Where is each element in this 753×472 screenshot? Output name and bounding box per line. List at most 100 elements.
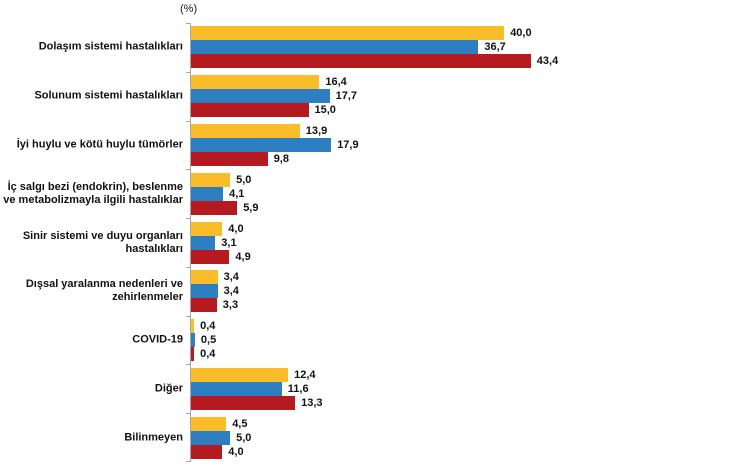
category-label: Sinir sistemi ve duyu organları hastalık… (22, 229, 183, 255)
value-label: 17,9 (337, 138, 359, 151)
bar-line: 3,1 (191, 235, 753, 250)
bar-series-red (191, 103, 309, 118)
bar-series-blue (191, 235, 216, 250)
axis-tick (186, 316, 191, 317)
axis-tick (186, 121, 191, 122)
bar-line: 3,4 (191, 270, 753, 285)
bar-line: 0,4 (191, 319, 753, 334)
bar-line: 5,9 (191, 200, 753, 215)
bar-series-blue (191, 186, 224, 201)
bar-line: 13,9 (191, 123, 753, 138)
bar-series-blue (191, 284, 218, 299)
bar-series-red (191, 54, 531, 69)
category-row: İç salgı bezi (endokrin), beslenme ve me… (3, 169, 753, 218)
axis-tick (186, 413, 191, 414)
bar-series-yellow (191, 416, 227, 431)
axis-tick (186, 461, 191, 462)
bar-line: 3,4 (191, 284, 753, 299)
value-label: 13,9 (305, 124, 328, 137)
value-label: 17,7 (335, 90, 358, 103)
bar-line: 12,4 (191, 367, 753, 382)
axis-unit-label: (%) (180, 3, 198, 15)
bar-series-red (191, 298, 217, 313)
axis-tick (186, 267, 191, 268)
category-row: İyi huylu ve kötü huylu tümörler 13,9 17,9… (17, 121, 753, 170)
category-label: İç salgı bezi (endokrin), beslenme ve me… (3, 180, 183, 206)
value-label: 3,4 (223, 285, 239, 298)
bar-line: 40,0 (191, 26, 753, 41)
bar-series-red (191, 347, 195, 362)
bar-line: 13,3 (191, 395, 753, 410)
category-row: Dolaşım sistemi hastalıkları 40,0 36,7 43,4 (39, 23, 753, 72)
category-label: İyi huylu ve kötü huylu tümörler (16, 138, 183, 151)
bar-line: 17,9 (191, 137, 753, 152)
bar-series-red (191, 395, 296, 410)
axis-tick (186, 23, 191, 24)
value-label: 4,9 (235, 250, 251, 263)
category-label: Solunum sistemi hastalıkları (34, 89, 183, 102)
bar-series-blue (191, 137, 332, 152)
bar-series-blue (191, 40, 479, 55)
bar-line: 17,7 (191, 89, 753, 104)
bar-line: 4,0 (191, 444, 753, 459)
value-label: 3,3 (222, 299, 239, 312)
category-row: COVID-19 0,4 0,5 0,4 (132, 316, 753, 365)
value-label: 36,7 (484, 41, 506, 54)
bar-series-yellow (191, 367, 289, 382)
axis-tick (186, 169, 191, 170)
bar-line: 16,4 (191, 75, 753, 90)
value-label: 0,5 (200, 334, 217, 347)
axis-tick (186, 364, 191, 365)
value-label: 4,0 (228, 222, 244, 235)
bar-line: 36,7 (191, 40, 753, 55)
value-label: 13,3 (301, 396, 323, 409)
bar-series-yellow (191, 123, 300, 138)
bar-series-red (191, 151, 268, 166)
category-row: Solunum sistemi hastalıkları 16,4 17,7 15,0 (34, 72, 753, 121)
bar-series-red (191, 200, 238, 215)
value-label: 0,4 (200, 320, 216, 333)
bar-line: 5,0 (191, 172, 753, 187)
value-label: 5,0 (236, 431, 252, 444)
category-label: Diğer (154, 382, 183, 395)
category-label: Bilinmeyen (124, 431, 183, 444)
category-label: Dolaşım sistemi hastalıkları (38, 40, 183, 53)
value-label: 12,4 (294, 368, 316, 381)
value-label: 4,0 (228, 445, 244, 458)
bar-series-yellow (191, 172, 231, 187)
value-label: 4,5 (232, 417, 248, 430)
value-label: 11,6 (287, 382, 309, 395)
bar-series-blue (191, 381, 282, 396)
value-label: 0,4 (200, 348, 216, 361)
bar-series-blue (191, 430, 231, 445)
bar-series-yellow (191, 75, 320, 90)
value-label: 5,9 (243, 201, 259, 214)
category-row: Diğer 12,4 11,6 13,3 (155, 364, 753, 413)
value-label: 3,1 (221, 236, 237, 249)
value-label: 16,4 (325, 76, 347, 89)
bar-line: 15,0 (191, 103, 753, 118)
category-row: Dışsal yaralanma nedenleri ve zehirlenme… (26, 267, 753, 316)
value-label: 4,1 (229, 187, 245, 200)
bar-line: 4,0 (191, 221, 753, 236)
bar-series-blue (191, 333, 195, 348)
bar-series-yellow (191, 26, 505, 41)
bar-line: 0,5 (191, 333, 753, 348)
plot-area: Dolaşım sistemi hastalıkları 40,0 36,7 43,4… (3, 23, 753, 462)
bar-line: 0,4 (191, 347, 753, 362)
category-row: Bilinmeyen 4,5 5,0 4,0 (124, 413, 753, 462)
bar-series-yellow (191, 270, 218, 285)
bar-line: 9,8 (191, 151, 753, 166)
value-label: 40,0 (510, 27, 532, 40)
bar-line: 4,1 (191, 186, 753, 201)
category-row: Sinir sistemi ve duyu organları hastalık… (23, 218, 753, 267)
axis-tick (186, 72, 191, 73)
axis-tick (186, 218, 191, 219)
bar-line: 11,6 (191, 381, 753, 396)
value-label: 9,8 (273, 152, 289, 165)
bar-line: 4,9 (191, 249, 753, 264)
category-label: COVID-19 (132, 333, 183, 346)
value-label: 15,0 (314, 104, 336, 117)
bar-series-red (191, 444, 223, 459)
